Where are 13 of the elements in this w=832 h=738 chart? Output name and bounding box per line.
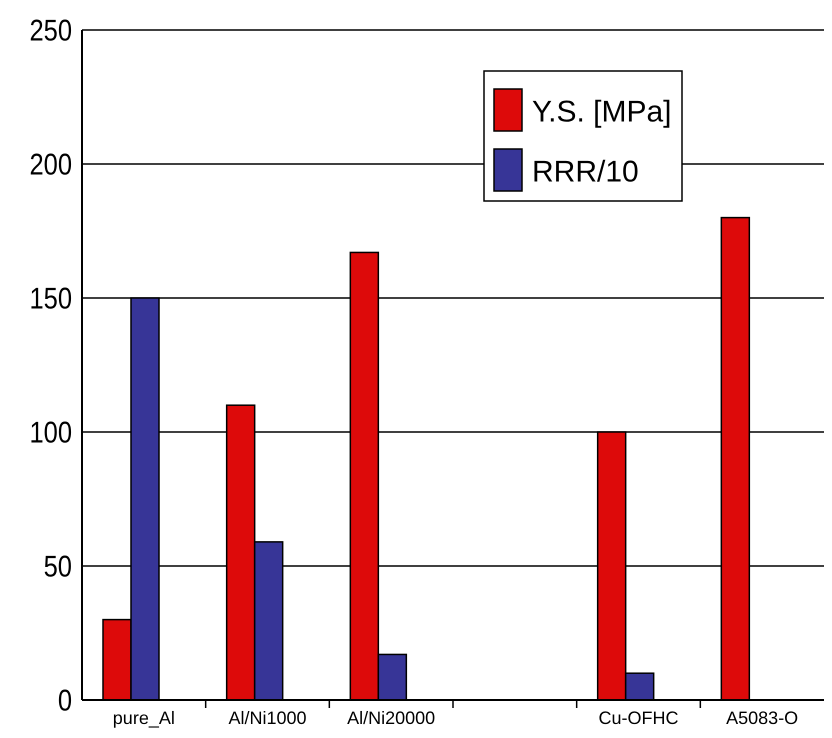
x-tick-label: Al/Ni1000 (228, 708, 307, 728)
x-tick-label: Cu-OFHC (598, 708, 678, 728)
y-tick-label: 100 (29, 416, 72, 449)
x-tick-label: pure_Al (112, 708, 175, 728)
x-tick-label: A5083-O (726, 708, 798, 728)
legend-label: Y.S. [MPa] (532, 96, 672, 128)
y-tick-label: 150 (29, 282, 72, 315)
y-tick-label: 50 (44, 550, 72, 583)
x-tick-label: Al/Ni20000 (347, 708, 436, 728)
y-tick-label: 200 (29, 148, 72, 181)
y-tick-label: 0 (58, 684, 72, 717)
y-tick-label: 250 (29, 14, 72, 47)
legend-label: RRR/10 (532, 156, 639, 188)
